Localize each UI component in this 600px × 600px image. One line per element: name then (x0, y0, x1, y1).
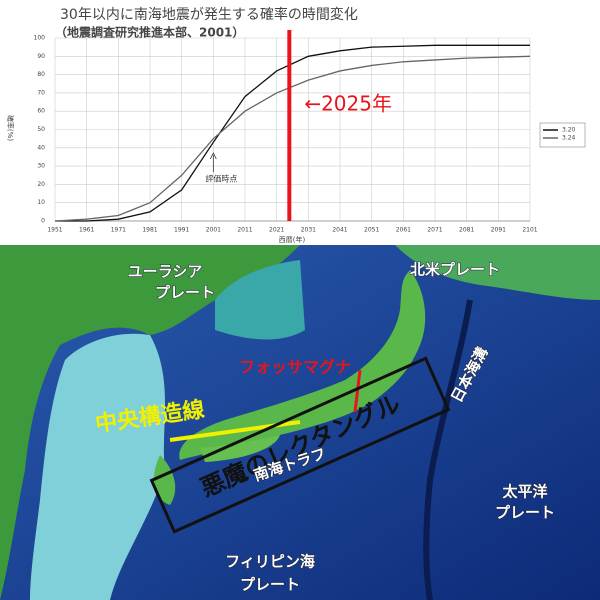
evaluation-arrowhead (209, 152, 217, 160)
sea-of-japan-shelf (215, 260, 305, 340)
x-tick-label: 1961 (79, 227, 94, 234)
chart-subtitle: （地震調査研究推進本部、2001） (55, 25, 244, 40)
y-tick-label: 20 (37, 181, 45, 188)
x-tick-label: 2061 (396, 227, 411, 234)
y-tick-label: 70 (37, 89, 45, 96)
y-tick-label: 10 (37, 199, 45, 206)
evaluation-label: 評価時点 (205, 174, 237, 184)
x-tick-label: 2071 (427, 227, 442, 234)
x-tick-label: 2021 (269, 227, 284, 234)
eurasia-label: ユーラシア (128, 263, 203, 281)
x-tick-label: 2001 (206, 227, 221, 234)
x-tick-label: 1981 (142, 227, 157, 234)
philippine-label: フィリピン海 (225, 553, 315, 571)
y-tick-label: 60 (37, 108, 45, 115)
pacific-label: プレート (495, 504, 555, 522)
x-tick-label: 1991 (174, 227, 189, 234)
x-axis-label: 西暦(年) (279, 235, 306, 244)
rectangle-outline (149, 356, 451, 534)
legend-label: 3.24 (562, 135, 576, 142)
y-tick-label: 80 (37, 71, 45, 78)
y-axis-label: 確率(%) (6, 115, 15, 141)
x-tick-label: 1971 (111, 227, 126, 234)
chart: 30年以内に南海地震が発生する確率の時間変化 （地震調査研究推進本部、2001）… (0, 0, 600, 245)
x-tick-label: 2101 (522, 227, 537, 234)
shikoku (200, 435, 280, 462)
continent (0, 245, 300, 600)
series-line (55, 44, 530, 222)
chart-background (0, 0, 600, 245)
chart-title: 30年以内に南海地震が発生する確率の時間変化 (60, 6, 358, 23)
y-tick-label: 0 (41, 218, 45, 225)
x-tick-label: 2011 (237, 227, 252, 234)
north-land (395, 245, 600, 300)
marker-label: ←2025年 (304, 92, 392, 116)
japan-main-island (179, 270, 426, 460)
fossa-magna-line (353, 369, 362, 413)
y-tick-label: 100 (34, 35, 46, 42)
map: 悪魔のレクタングル ユーラシア プレート 北米プレート フォッサマグナ 中央構造… (0, 245, 600, 600)
y-tick-label: 90 (37, 53, 45, 60)
shallow-sea (30, 333, 165, 600)
kyushu (153, 455, 176, 505)
pacific-label: 太平洋 (502, 483, 547, 501)
series-line (54, 55, 531, 222)
fossa-magna-label: フォッサマグナ (239, 358, 351, 377)
y-tick-label: 30 (37, 163, 45, 170)
x-tick-label: 2031 (301, 227, 316, 234)
legend-box (539, 122, 586, 148)
y-tick-label: 40 (37, 144, 45, 151)
x-tick-label: 2051 (364, 227, 379, 234)
eurasia-label: プレート (155, 284, 215, 302)
japan-trench-line (423, 299, 473, 600)
legend-label: 3.20 (562, 127, 576, 134)
north-american-label: 北米プレート (410, 261, 500, 279)
x-tick-label: 1951 (47, 227, 62, 234)
x-tick-label: 2041 (332, 227, 347, 234)
y-tick-label: 50 (37, 126, 45, 133)
philippine-label: プレート (240, 576, 300, 594)
x-tick-label: 2081 (459, 227, 474, 234)
x-tick-label: 2091 (491, 227, 506, 234)
